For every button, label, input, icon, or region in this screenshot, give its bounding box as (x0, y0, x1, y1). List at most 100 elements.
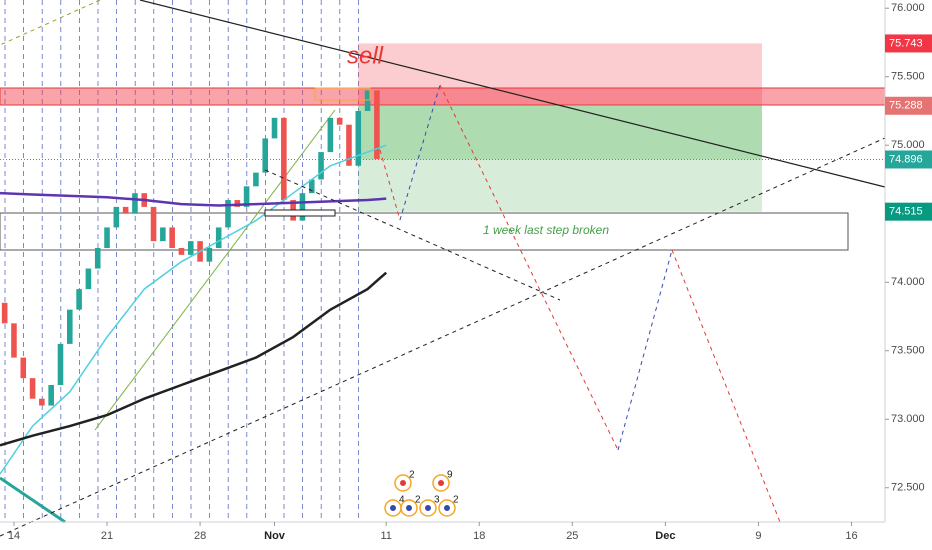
candle-body (225, 200, 231, 228)
candle-body (374, 90, 380, 159)
event-icon (438, 480, 444, 486)
candle-body (318, 152, 324, 180)
event-count: 9 (447, 470, 453, 481)
event-icon (394, 474, 412, 492)
x-tick-label: 18 (473, 530, 485, 542)
price-tag-label: 74.515 (889, 206, 923, 218)
y-tick-label: 75.000 (891, 139, 925, 151)
event-icon (432, 474, 450, 492)
candle-body (262, 138, 269, 173)
x-tick-label: 21 (101, 530, 113, 542)
price-tag-label: 75.288 (889, 100, 923, 112)
marker-box (314, 87, 371, 101)
price-tag-label: 75.743 (889, 37, 923, 49)
event-icon (390, 505, 396, 511)
x-tick-label: 16 (845, 530, 857, 542)
candle-body (206, 247, 213, 262)
moving-average (0, 144, 387, 475)
candle-body (57, 343, 64, 385)
projection (439, 84, 619, 451)
price-tag (885, 150, 932, 169)
y-tick-label: 76.000 (891, 2, 925, 14)
candle-body (160, 227, 166, 242)
y-tick-label: 72.500 (891, 482, 925, 494)
price-axis (885, 0, 932, 550)
x-tick-label: 25 (566, 530, 578, 542)
candle-body (1, 302, 8, 324)
candle-body (346, 124, 352, 166)
candle-body (29, 378, 36, 399)
x-tick-label: Nov (264, 530, 286, 542)
candle-body (169, 227, 175, 248)
candle-body (94, 247, 101, 269)
price-tag (885, 96, 932, 115)
candle-body (215, 227, 222, 248)
candle-body (122, 206, 129, 214)
moving-average (0, 191, 387, 207)
moving-averages (0, 144, 388, 475)
y-tick-label: 75.500 (891, 71, 925, 83)
annotation: 1 week last step broken (483, 223, 609, 237)
profit-zone (358, 105, 762, 160)
price-tag (885, 34, 932, 53)
event-icon (419, 499, 437, 517)
price-tag-label: 74.896 (889, 153, 923, 165)
event-icon (444, 505, 450, 511)
candle-body (271, 117, 278, 139)
event-icon (438, 499, 456, 517)
candle-body (113, 206, 120, 228)
event-count: 4 (399, 495, 405, 506)
candle-body (104, 227, 110, 248)
event-icon (406, 505, 412, 511)
x-tick-label: 11 (380, 530, 391, 542)
candle-body (336, 117, 343, 125)
x-tick-label: Dec (655, 530, 675, 542)
projection (617, 249, 673, 451)
y-tick-label: 73.000 (891, 413, 925, 425)
y-tick-label: 74.000 (891, 276, 925, 288)
trend-line (139, 0, 886, 188)
trend-line (0, 137, 886, 537)
x-tick-label: 9 (755, 530, 761, 542)
stop-zone (358, 43, 762, 106)
annotation: sell (347, 42, 384, 69)
candle-body (48, 384, 54, 406)
candles (1, 90, 380, 406)
candle-body (327, 117, 334, 153)
candle-body (67, 309, 73, 344)
event-icon (400, 480, 406, 486)
candle-body (281, 117, 287, 201)
marker-box (264, 209, 336, 217)
day-separators (4, 0, 359, 522)
candle-body (308, 179, 315, 194)
trend-line (0, 476, 66, 524)
candle-body (39, 398, 45, 406)
y-tick-label: 73.500 (891, 345, 925, 357)
candle-body (234, 200, 241, 207)
event-icon (425, 505, 431, 511)
trend-line (94, 109, 336, 431)
event-count: 2 (453, 495, 459, 506)
profit-zone (358, 159, 762, 212)
moving-average (0, 271, 388, 447)
candle-body (355, 110, 362, 166)
event-icon (400, 499, 418, 517)
event-count: 2 (409, 470, 415, 481)
candle-body (187, 241, 194, 255)
candle-body (299, 193, 306, 221)
resistance-band (0, 87, 886, 106)
channel-line (0, 0, 101, 46)
candle-body (20, 357, 27, 379)
price-tag (885, 202, 932, 221)
trend-line (264, 169, 561, 301)
axes: 72.50073.00073.50074.00074.50075.00075.5… (8, 2, 932, 542)
candle-body (253, 172, 259, 187)
event-markers: 2 94 2 3 2 (384, 470, 459, 517)
candle-body (150, 206, 157, 242)
support-box (0, 212, 849, 251)
projection (671, 249, 781, 523)
candle-body (85, 268, 92, 290)
position-zones (0, 43, 885, 212)
